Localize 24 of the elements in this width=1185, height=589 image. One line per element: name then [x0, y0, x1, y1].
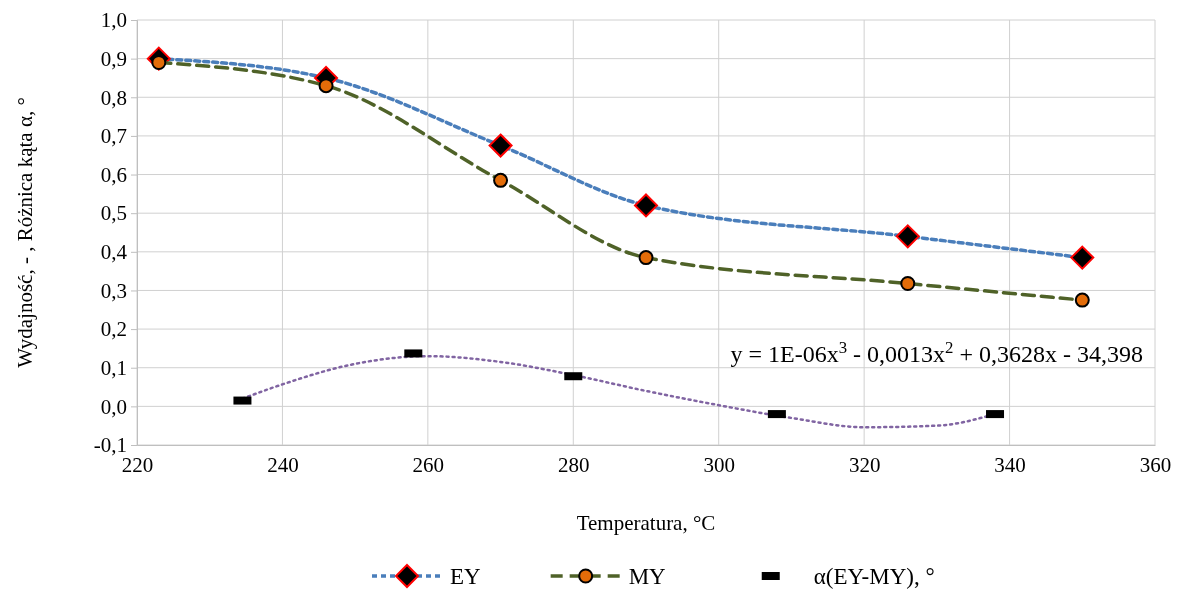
- y-tick-label: 0,8: [100, 85, 127, 110]
- y-tick-label: 0,1: [100, 355, 127, 380]
- y-tick-label: 0,3: [100, 278, 127, 303]
- y-tick-label: 0,6: [100, 162, 127, 187]
- x-tick-label: 360: [1139, 452, 1172, 477]
- y-tick-label: 0,2: [100, 317, 127, 342]
- legend-label: MY: [628, 564, 667, 589]
- y-tick-label: 0,0: [100, 394, 127, 419]
- y-tick-label: 1,0: [100, 8, 127, 33]
- legend-label: α(EY-MY), °: [813, 564, 935, 589]
- y-tick-label: 0,5: [100, 201, 127, 226]
- y-tick-label: 0,4: [100, 240, 128, 265]
- legend-label: EY: [450, 564, 482, 589]
- y-tick-label: 0,9: [100, 46, 127, 71]
- x-tick-label: 300: [703, 452, 735, 477]
- y-tick-label: 0,7: [100, 124, 127, 149]
- x-tick-label: 340: [994, 452, 1026, 477]
- x-tick-label: 260: [412, 452, 445, 477]
- x-tick-label: 320: [848, 452, 881, 477]
- y-axis-title: Wydajność, - , Różnica kąta α, °: [13, 97, 37, 368]
- x-tick-label: 280: [558, 452, 590, 477]
- annotation: y = 1E-06x$^{3}$ - 0,0013x$^{2}$ + 0,3628x - 34,398: [730, 337, 1143, 367]
- x-axis-title: Temperatura, °C: [576, 511, 716, 535]
- x-tick-label: 240: [267, 452, 299, 477]
